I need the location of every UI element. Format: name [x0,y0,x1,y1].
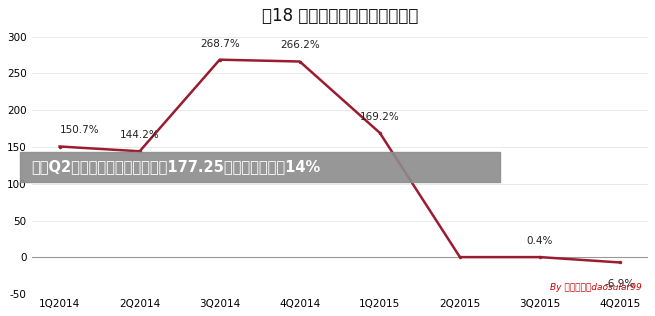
Text: -6.9%: -6.9% [605,279,635,289]
Text: By 微信公号：daosular99: By 微信公号：daosular99 [550,283,642,292]
Title: 图18 阿里其他业务收入同比增速: 图18 阿里其他业务收入同比增速 [261,7,418,25]
Bar [20,152,500,182]
Text: 268.7%: 268.7% [200,39,240,49]
Text: 144.2%: 144.2% [120,130,160,140]
Text: 150.7%: 150.7% [60,125,99,135]
Text: 266.2%: 266.2% [280,40,320,50]
Text: 0.4%: 0.4% [527,236,553,246]
Text: 169.2%: 169.2% [360,112,400,122]
Text: 阿里Q2财报：本地生活集团收入177.25亿元，同比增长14%: 阿里Q2财报：本地生活集团收入177.25亿元，同比增长14% [31,159,321,174]
